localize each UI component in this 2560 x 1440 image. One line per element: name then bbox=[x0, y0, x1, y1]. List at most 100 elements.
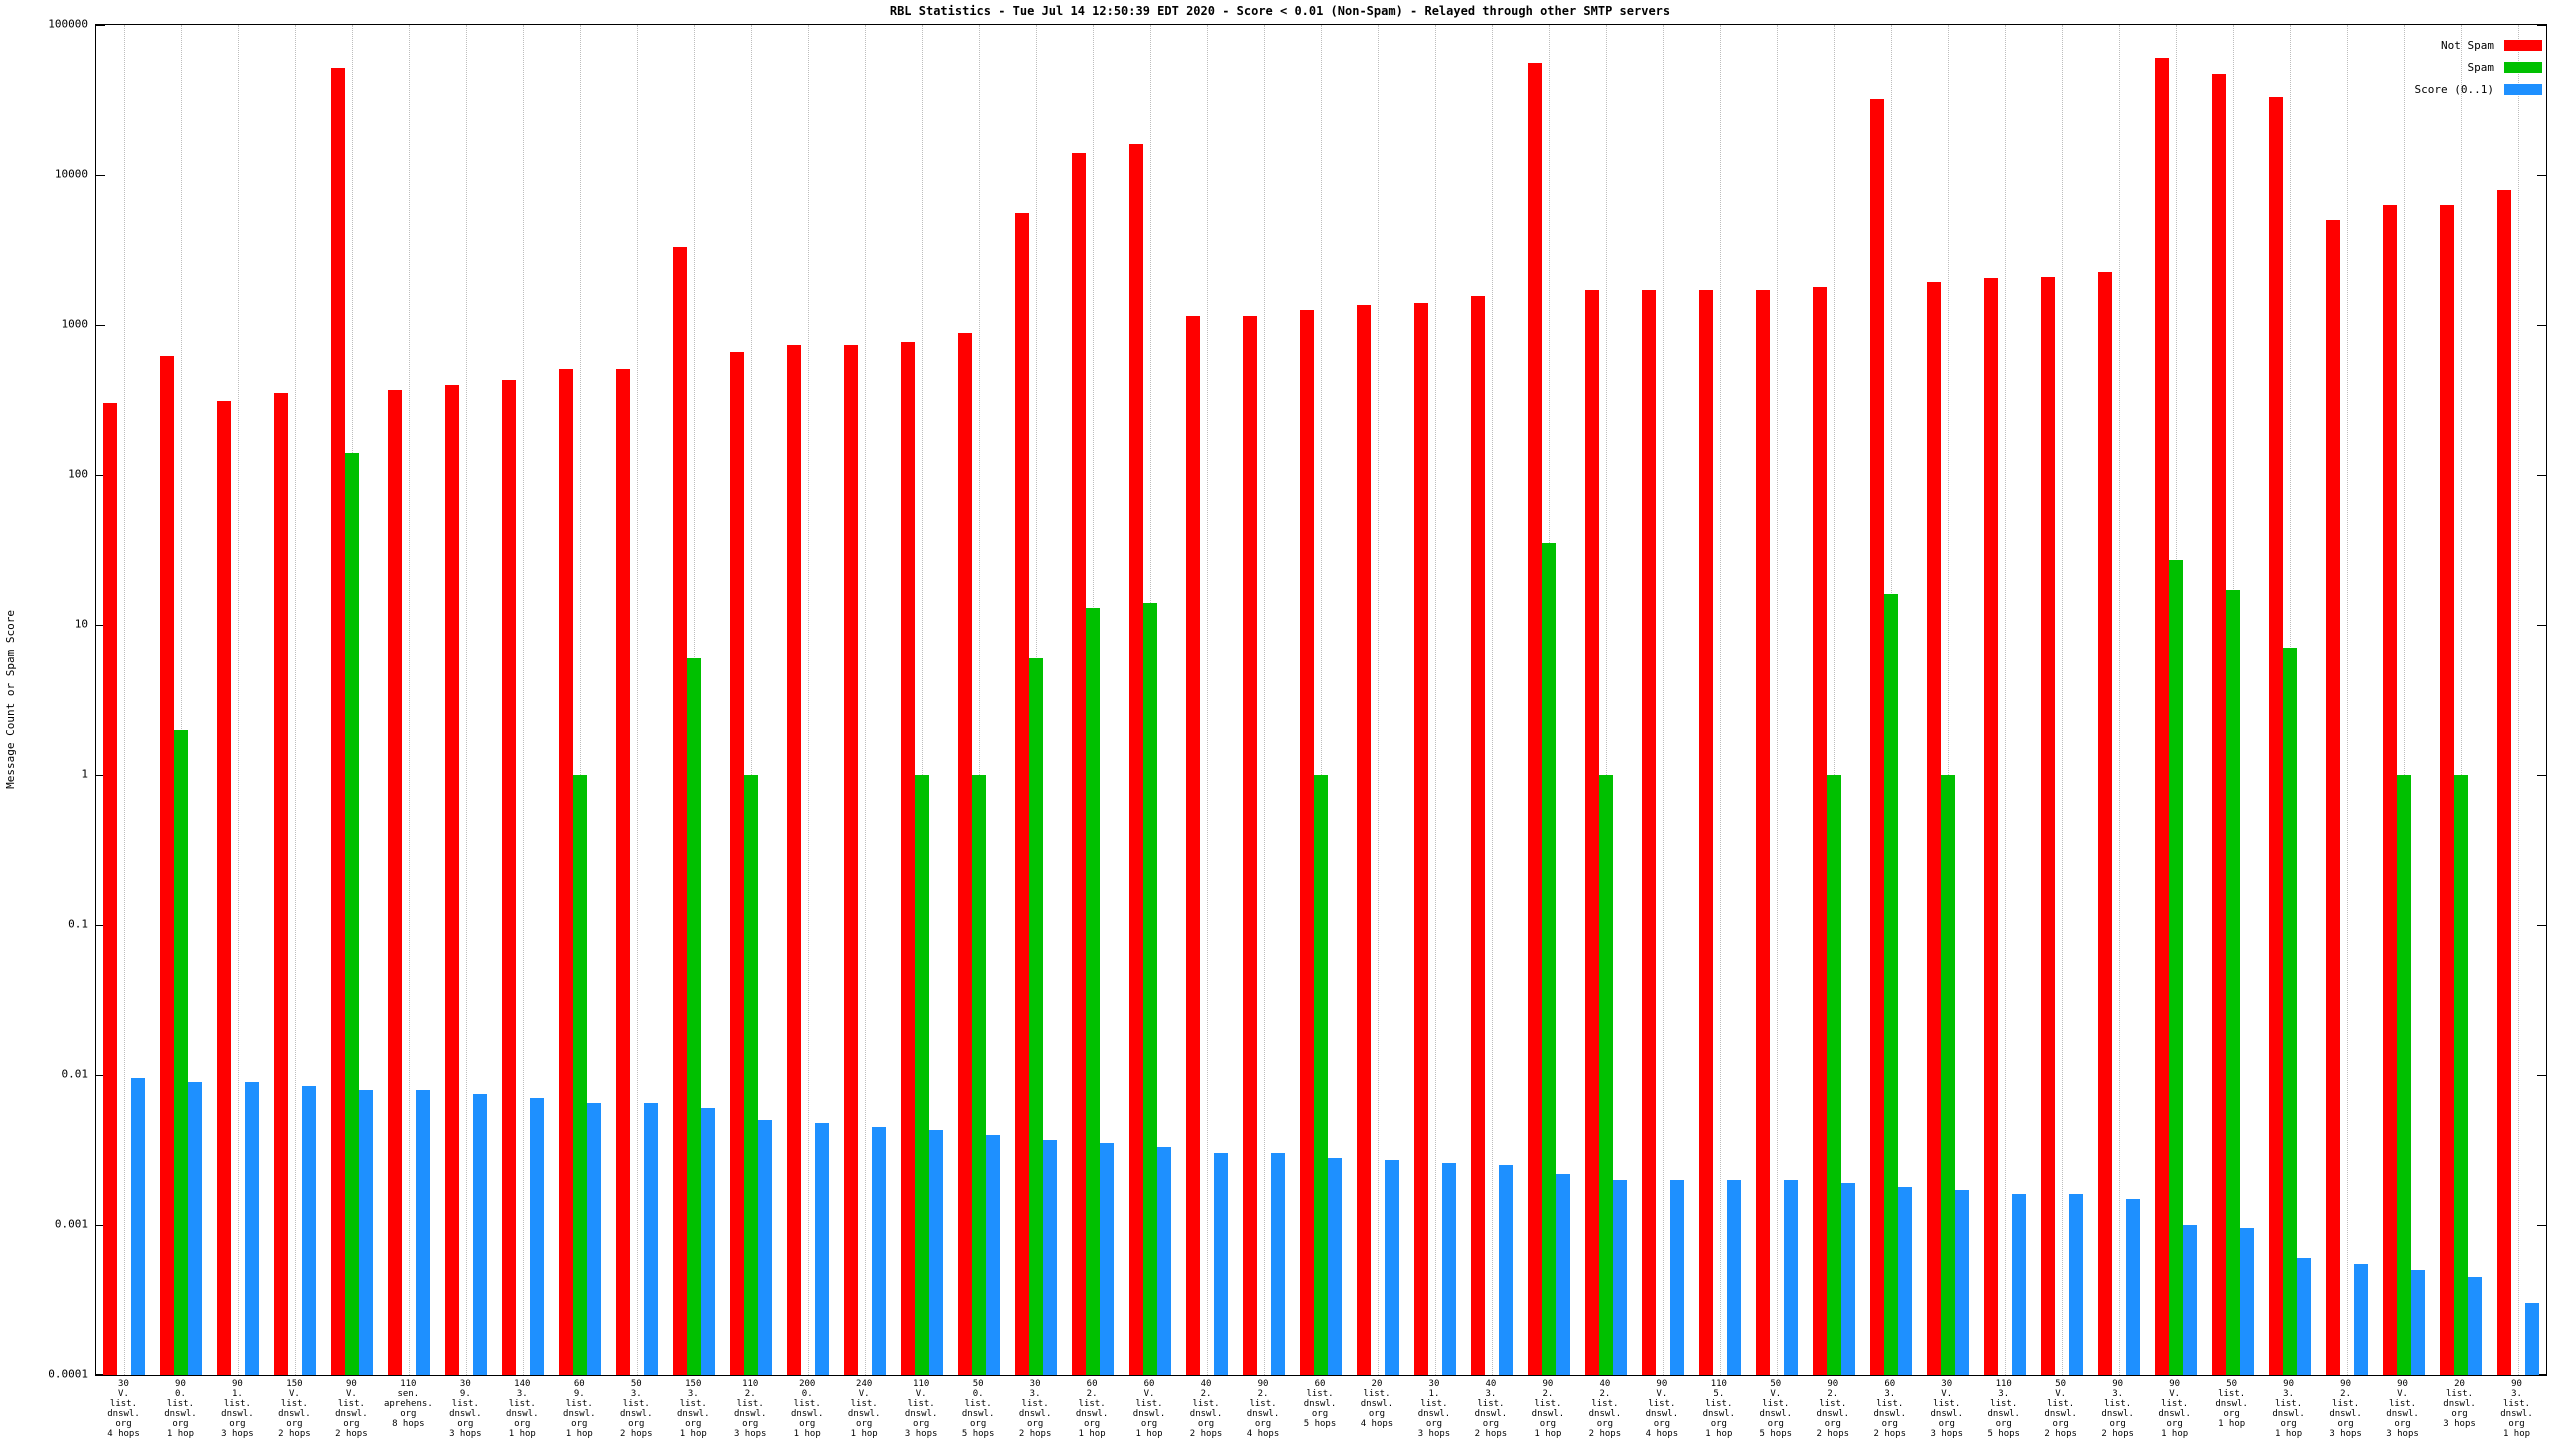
x-tick-label-line: 90 bbox=[2397, 1379, 2408, 1389]
x-tick-label-line: org bbox=[1710, 1419, 1727, 1429]
not-spam-bar bbox=[901, 342, 916, 1375]
x-tick-label-line: dnswl. bbox=[1303, 1399, 1337, 1409]
x-tick-label-line: 5 hops bbox=[1759, 1429, 1793, 1439]
spam-bar bbox=[1541, 543, 1556, 1375]
x-tick-label-line: org bbox=[2166, 1419, 2183, 1429]
y-tick-mark bbox=[2537, 775, 2546, 776]
x-tick-label-line: list. bbox=[2161, 1399, 2189, 1409]
y-tick-mark bbox=[96, 625, 105, 626]
x-tick-label-line: list. bbox=[337, 1399, 365, 1409]
x-tick-label-line: org bbox=[400, 1409, 417, 1419]
y-tick-mark bbox=[2537, 1075, 2546, 1076]
x-tick-label-line: list. bbox=[1705, 1399, 1733, 1409]
x-tick-label: 140 3. list. dnswl. org 1 hop bbox=[506, 1379, 539, 1439]
x-tick-label: 110 5. list. dnswl. org 1 hop bbox=[1703, 1379, 1736, 1439]
y-tick-label: 100 bbox=[68, 467, 88, 481]
not-spam-bar bbox=[1243, 315, 1258, 1375]
x-tick-label-line: 2. bbox=[1542, 1389, 1554, 1399]
x-tick-label-line: org bbox=[514, 1419, 531, 1429]
x-tick-label-line: dnswl. bbox=[1189, 1409, 1223, 1419]
x-tick-label-line: org bbox=[286, 1419, 303, 1429]
vertical-gridline bbox=[2517, 25, 2519, 1375]
vertical-gridline bbox=[808, 25, 810, 1375]
x-tick-label-line: org bbox=[799, 1419, 816, 1429]
x-tick-label-line: org bbox=[685, 1419, 702, 1429]
x-tick-label-line: org bbox=[1083, 1419, 1101, 1429]
x-tick-label-line: list. bbox=[2388, 1399, 2417, 1409]
not-spam-bar bbox=[1584, 290, 1599, 1375]
score-bar bbox=[302, 1085, 317, 1375]
x-tick-label-line: 5 hops bbox=[1987, 1429, 2020, 1439]
x-tick-label-line: 90 bbox=[2340, 1379, 2351, 1389]
x-tick-label-line: 2 hops bbox=[1018, 1429, 1052, 1439]
score-bar bbox=[188, 1081, 203, 1375]
x-tick-label-line: org bbox=[2394, 1419, 2411, 1429]
x-tick-label-line: org bbox=[1197, 1419, 1215, 1429]
x-tick-label-line: 200 bbox=[799, 1379, 816, 1389]
x-tick-label-line: org bbox=[1938, 1419, 1955, 1429]
x-tick-label: 60 9. list. dnswl. org 1 hop bbox=[563, 1379, 596, 1439]
not-spam-bar bbox=[559, 368, 574, 1375]
x-tick-label: 90 V. list. dnswl. org 3 hops bbox=[2386, 1379, 2419, 1439]
score-bar bbox=[1555, 1173, 1570, 1375]
x-tick-label-line: 30 bbox=[1428, 1379, 1440, 1389]
not-spam-bar bbox=[673, 247, 688, 1375]
score-bar bbox=[2011, 1194, 2026, 1375]
x-tick-label: 60 3. list. dnswl. org 2 hops bbox=[1874, 1379, 1907, 1439]
y-tick-label: 0.001 bbox=[54, 1217, 88, 1231]
vertical-gridline bbox=[922, 25, 924, 1375]
x-tick-label-line: 50 bbox=[1770, 1379, 1782, 1389]
x-tick-label-line: 90 bbox=[1257, 1379, 1269, 1389]
not-spam-bar bbox=[1926, 281, 1941, 1375]
x-tick-label-line: 2. bbox=[1599, 1389, 1611, 1399]
x-tick-label-line: 0. bbox=[801, 1389, 813, 1399]
x-tick-label-line: list. bbox=[2275, 1399, 2303, 1409]
vertical-gridline bbox=[1605, 25, 1607, 1375]
x-tick-label-line: dnswl. bbox=[2443, 1399, 2476, 1409]
score-bar bbox=[1669, 1179, 1684, 1375]
x-tick-label-line: dnswl. bbox=[1360, 1399, 1394, 1409]
x-tick-label-line: list. bbox=[166, 1399, 194, 1409]
not-spam-bar bbox=[1527, 62, 1542, 1375]
y-tick-mark bbox=[96, 1075, 105, 1076]
score-bar bbox=[872, 1127, 887, 1375]
not-spam-bar bbox=[2097, 272, 2112, 1375]
x-tick-label-line: dnswl. bbox=[1588, 1409, 1622, 1419]
x-tick-label-line: list. bbox=[1648, 1399, 1676, 1409]
x-tick-label-line: 150 bbox=[685, 1379, 702, 1389]
vertical-gridline bbox=[751, 25, 753, 1375]
vertical-gridline bbox=[409, 25, 411, 1375]
x-tick-label-line: 2 hops bbox=[1588, 1429, 1622, 1439]
x-tick-label: 90 2. list. dnswl. org 3 hops bbox=[2329, 1379, 2362, 1439]
y-tick-mark bbox=[96, 325, 105, 326]
x-tick-label: 60 2. list. dnswl. org 1 hop bbox=[1076, 1379, 1109, 1439]
y-tick-mark bbox=[2537, 1374, 2546, 1375]
x-tick-label-line: 240 bbox=[856, 1379, 873, 1389]
x-tick-label-line: 1 hop bbox=[2275, 1429, 2303, 1439]
x-tick-label-line: 1 hop bbox=[166, 1429, 194, 1439]
x-tick-label-line: org bbox=[1767, 1419, 1784, 1429]
x-tick-label-line: list. bbox=[280, 1399, 308, 1409]
x-tick-label-line: dnswl. bbox=[1930, 1409, 1963, 1419]
not-spam-bar bbox=[502, 379, 517, 1375]
x-tick-label-line: dnswl. bbox=[1132, 1409, 1166, 1419]
x-tick-label-line: org bbox=[2052, 1419, 2069, 1429]
x-tick-label: 90 1. list. dnswl. org 3 hops bbox=[221, 1379, 254, 1439]
vertical-gridline bbox=[2403, 25, 2405, 1375]
vertical-gridline bbox=[1719, 25, 1721, 1375]
spam-bar bbox=[2282, 648, 2297, 1375]
x-tick-label-line: dnswl. bbox=[449, 1409, 482, 1419]
x-tick-label-line: org bbox=[343, 1419, 360, 1429]
not-spam-bar bbox=[787, 344, 802, 1375]
x-tick-label-line: 3. bbox=[2112, 1389, 2124, 1399]
x-tick-label-line: list. bbox=[109, 1399, 138, 1409]
spam-bar bbox=[2168, 560, 2183, 1375]
x-tick-label-line: dnswl. bbox=[1246, 1409, 1280, 1419]
x-tick-label: 90 V. list. dnswl. org 2 hops bbox=[335, 1379, 368, 1439]
x-tick-label-line: list. bbox=[223, 1399, 251, 1409]
x-tick-label-line: V. bbox=[288, 1389, 300, 1399]
x-tick-label-line: 1 hop bbox=[1705, 1429, 1733, 1439]
x-tick-label-line: 3. bbox=[516, 1389, 528, 1399]
y-tick-mark bbox=[2537, 625, 2546, 626]
vertical-gridline bbox=[2460, 25, 2462, 1375]
